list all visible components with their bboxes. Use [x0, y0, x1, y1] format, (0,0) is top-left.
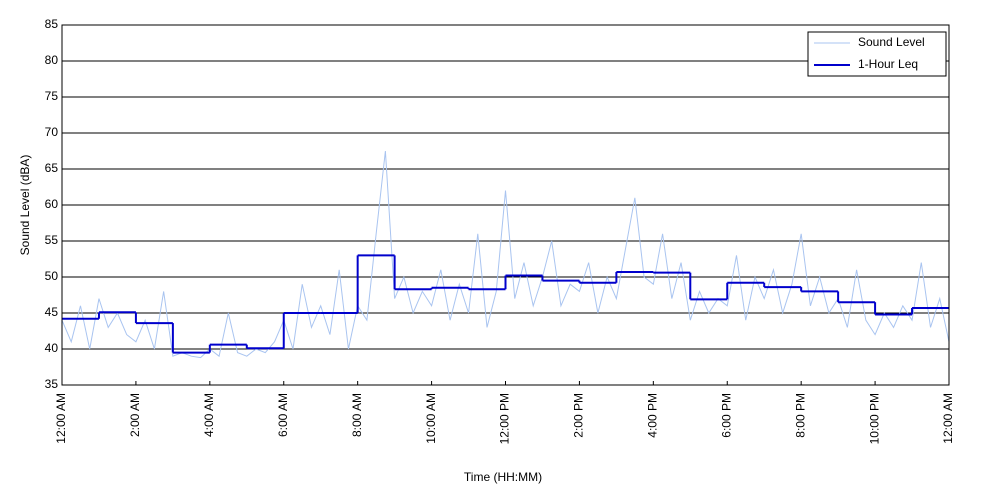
x-tick-label: 10:00 PM	[867, 393, 881, 444]
x-tick-label: 8:00 AM	[350, 393, 364, 437]
y-tick-label: 60	[45, 197, 59, 211]
x-tick-label: 6:00 PM	[719, 393, 733, 438]
y-tick-label: 55	[45, 233, 59, 247]
legend-label: 1-Hour Leq	[858, 57, 918, 71]
x-tick-label: 12:00 PM	[498, 393, 512, 444]
plot-frame	[61, 24, 950, 386]
x-tick-label: 10:00 AM	[424, 393, 438, 444]
y-axis-label: Sound Level (dBA)	[18, 155, 32, 256]
y-tick-label: 35	[45, 377, 59, 391]
x-tick-label: 2:00 PM	[572, 393, 586, 438]
y-tick-label: 65	[45, 161, 59, 175]
y-tick-label: 75	[45, 89, 59, 103]
legend-box	[807, 31, 947, 77]
y-tick-label: 50	[45, 269, 59, 283]
y-tick-label: 70	[45, 125, 59, 139]
x-tick-label: 4:00 PM	[646, 393, 660, 438]
x-tick-label: 12:00 AM	[941, 393, 955, 444]
x-axis-label: Time (HH:MM)	[464, 470, 542, 484]
y-tick-label: 80	[45, 53, 59, 67]
y-tick-label: 45	[45, 305, 59, 319]
x-tick-label: 4:00 AM	[202, 393, 216, 437]
x-tick-label: 8:00 PM	[793, 393, 807, 438]
x-tick-label: 12:00 AM	[54, 393, 68, 444]
y-tick-label: 85	[45, 17, 59, 31]
x-tick-label: 6:00 AM	[276, 393, 290, 437]
x-tick-label: 2:00 AM	[128, 393, 142, 437]
legend-label: Sound Level	[858, 35, 925, 49]
y-tick-label: 40	[45, 341, 59, 355]
